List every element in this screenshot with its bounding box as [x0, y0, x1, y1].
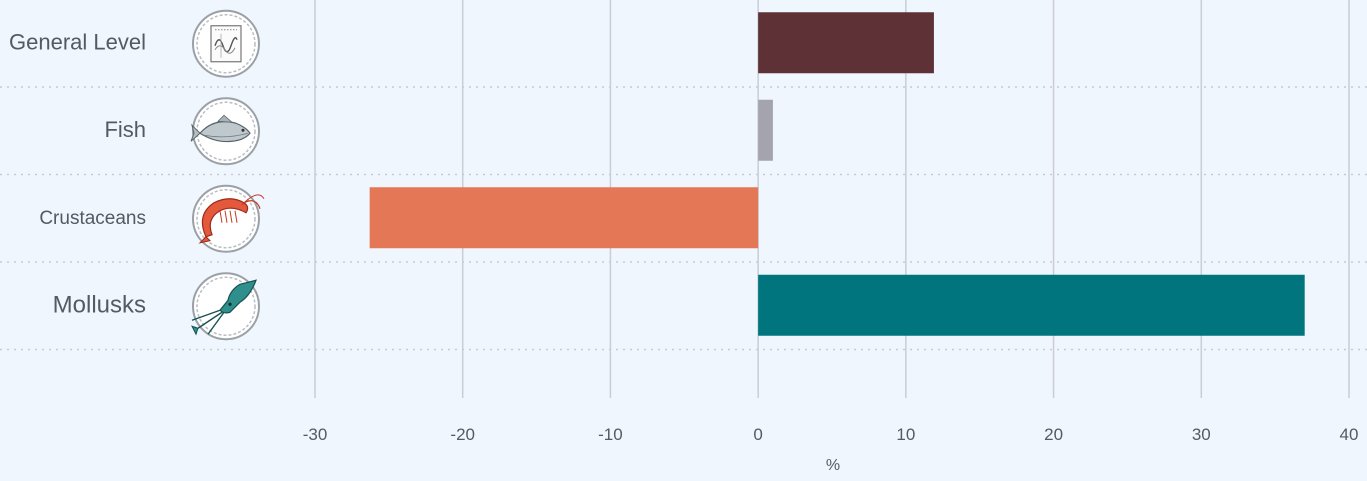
x-tick-label: 30 [1192, 425, 1211, 444]
x-axis-label: % [826, 457, 840, 474]
category-icons [190, 9, 265, 341]
shrimp-icon [192, 184, 265, 253]
category-label: Crustaceans [39, 208, 146, 229]
bar [369, 187, 759, 249]
category-label: Mollusks [53, 292, 146, 319]
bar [758, 274, 1305, 336]
fish-icon [190, 97, 260, 166]
chart-icon [192, 9, 260, 78]
category-label: Fish [104, 117, 146, 142]
bar [758, 12, 934, 74]
category-labels: General Level Fish Crustaceans Mollusks [9, 30, 146, 319]
x-tick-label: -30 [303, 425, 328, 444]
bars [369, 12, 1305, 336]
x-tick-label: -20 [450, 425, 475, 444]
x-tick-label: 40 [1340, 425, 1359, 444]
x-tick-label: 10 [896, 425, 915, 444]
bar [758, 99, 773, 161]
x-tick-label: -10 [598, 425, 623, 444]
category-label: General Level [9, 30, 146, 55]
squid-icon [191, 272, 260, 341]
x-tick-labels: -30 -20 -10 0 10 20 30 40 [303, 425, 1359, 444]
x-tick-label: 20 [1044, 425, 1063, 444]
x-tick-label: 0 [753, 425, 762, 444]
